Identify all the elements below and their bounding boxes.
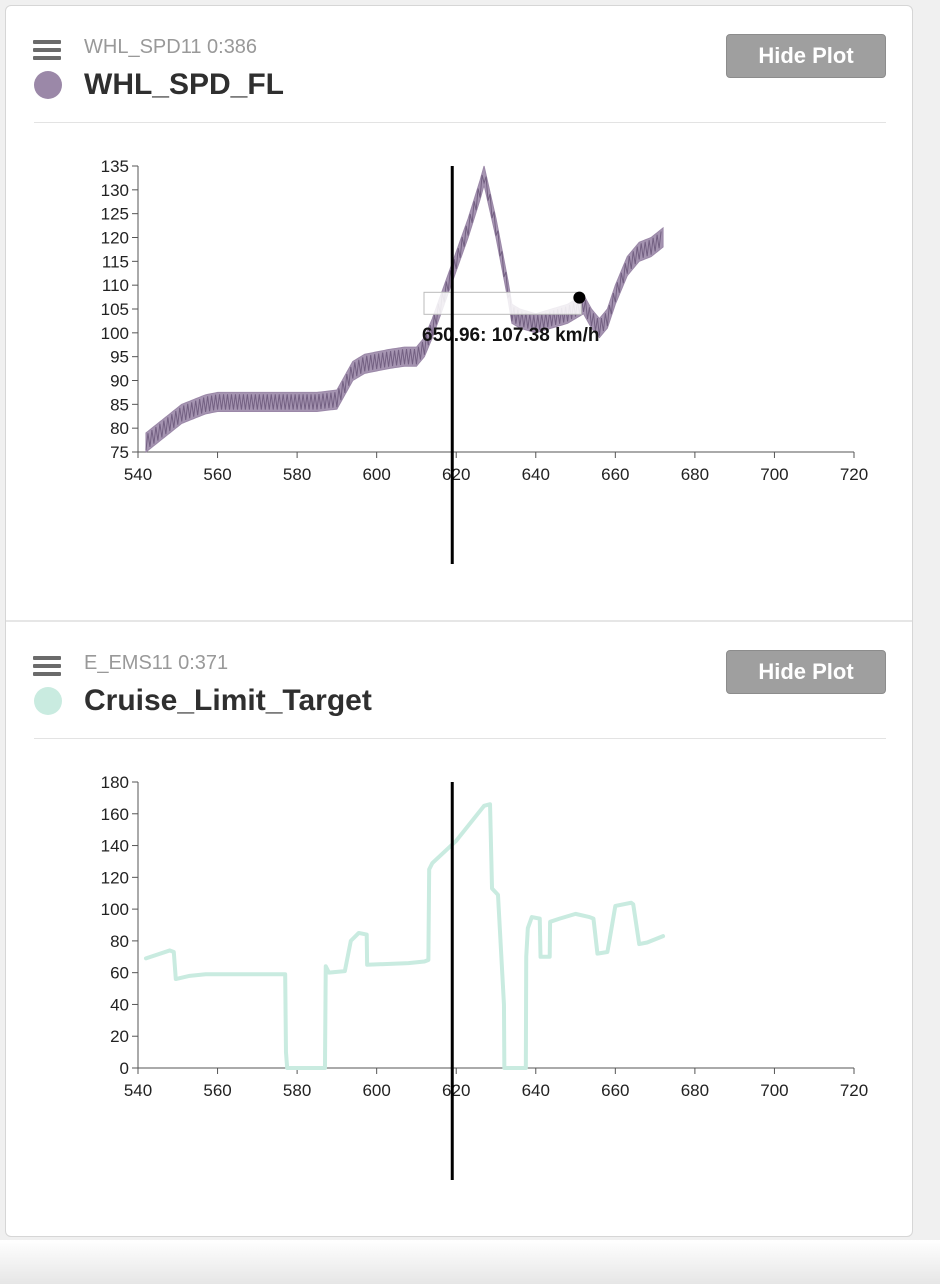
x-tick-label: 600	[362, 1081, 390, 1100]
y-tick-label: 125	[101, 205, 129, 224]
line-chart[interactable]: 75 80 85 90 95 100 105 110 115 120 125 130 135 540 560…	[6, 146, 912, 606]
x-tick-label: 720	[840, 1081, 868, 1100]
x-tick-label: 540	[124, 1081, 152, 1100]
x-tick-label: 680	[681, 465, 709, 484]
y-tick-label: 40	[110, 995, 129, 1014]
hover-point-marker	[573, 291, 586, 304]
header-divider	[34, 122, 886, 123]
plot-panel-whl-spd-fl: WHL_SPD11 0:386 WHL_SPD_FL Hide Plot 75 8…	[6, 6, 912, 622]
x-tick-label: 560	[203, 465, 231, 484]
y-tick-label: 60	[110, 964, 129, 983]
y-tick-label: 20	[110, 1027, 129, 1046]
y-tick-label: 80	[110, 419, 129, 438]
x-tick-label: 660	[601, 1081, 629, 1100]
signal-line	[143, 802, 666, 1070]
tooltip-box	[423, 291, 582, 315]
y-tick-label: 120	[101, 868, 129, 887]
y-tick-label: 0	[120, 1059, 129, 1078]
x-tick-label: 540	[124, 465, 152, 484]
y-tick-label: 100	[101, 324, 129, 343]
y-tick-label: 80	[110, 932, 129, 951]
y-tick-label: 105	[101, 300, 129, 319]
x-tick-label: 620	[442, 1081, 470, 1100]
y-tick-label: 135	[101, 157, 129, 176]
y-tick-label: 120	[101, 229, 129, 248]
hide-plot-button[interactable]: Hide Plot	[726, 34, 886, 78]
message-label: WHL_SPD11 0:386	[84, 36, 258, 58]
x-tick-label: 600	[362, 465, 390, 484]
drag-handle-icon[interactable]	[33, 656, 61, 678]
y-tick-label: 140	[101, 837, 129, 856]
message-label: E_EMS11 0:371	[84, 652, 229, 674]
x-tick-label: 640	[522, 1081, 550, 1100]
y-tick-label: 95	[110, 348, 129, 367]
plot-list: WHL_SPD11 0:386 WHL_SPD_FL Hide Plot 75 8…	[5, 5, 913, 1237]
x-tick-label: 680	[681, 1081, 709, 1100]
y-tick-label: 130	[101, 181, 129, 200]
line-chart[interactable]: 0 20 40 60 80 100 120 140 160 180 540 560 580 600 620 6…	[6, 762, 912, 1222]
x-tick-label: 660	[601, 465, 629, 484]
x-tick-label: 700	[760, 1081, 788, 1100]
y-tick-label: 75	[110, 443, 129, 462]
plot-panel-cruise-limit-target: E_EMS11 0:371 Cruise_Limit_Target Hide P…	[6, 622, 912, 1236]
y-tick-label: 90	[110, 372, 129, 391]
y-tick-label: 160	[101, 805, 129, 824]
signal-name: WHL_SPD_FL	[84, 68, 285, 101]
x-tick-label: 560	[203, 1081, 231, 1100]
hide-plot-button[interactable]: Hide Plot	[726, 650, 886, 694]
signal-band	[145, 165, 664, 454]
bottom-shade	[0, 1240, 940, 1284]
x-tick-label: 640	[522, 465, 550, 484]
x-tick-label: 700	[760, 465, 788, 484]
x-tick-label: 620	[442, 465, 470, 484]
y-tick-label: 115	[102, 252, 129, 271]
drag-handle-icon[interactable]	[33, 40, 61, 62]
x-tick-label: 580	[283, 465, 311, 484]
signal-color-dot	[34, 71, 62, 99]
x-tick-label: 580	[283, 1081, 311, 1100]
y-tick-label: 85	[110, 395, 129, 414]
y-tick-label: 180	[101, 773, 129, 792]
tooltip-text: 650.96: 107.38 km/h	[422, 325, 599, 346]
header-divider	[34, 738, 886, 739]
signal-color-dot	[34, 687, 62, 715]
y-tick-label: 100	[101, 900, 129, 919]
x-tick-label: 720	[840, 465, 868, 484]
signal-name: Cruise_Limit_Target	[84, 684, 372, 717]
y-tick-label: 110	[102, 276, 129, 295]
